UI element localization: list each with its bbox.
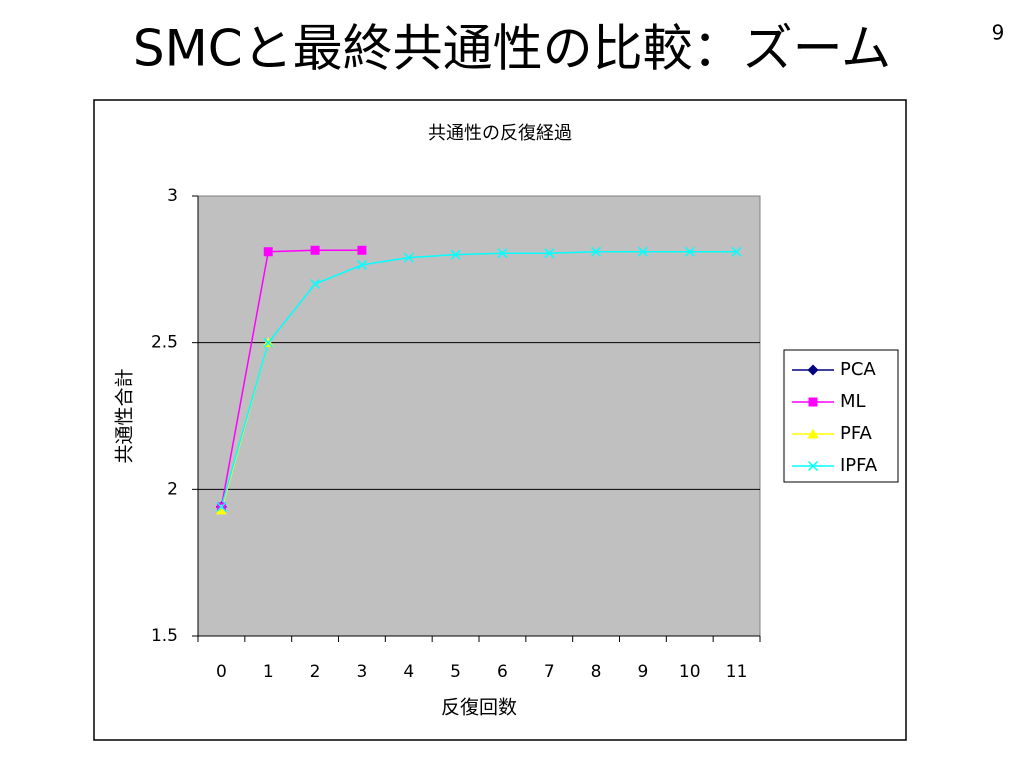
x-tick-label: 7 — [544, 662, 555, 682]
marker — [637, 246, 648, 257]
marker — [808, 397, 818, 407]
y-tick-label: 3 — [167, 186, 178, 206]
marker — [263, 337, 274, 348]
series-line — [220, 249, 362, 508]
marker — [216, 501, 227, 512]
marker — [357, 245, 367, 255]
x-tick-label: 5 — [450, 662, 461, 682]
legend-box — [783, 349, 899, 483]
marker — [215, 504, 227, 515]
legend-label: IPFA — [840, 455, 878, 476]
x-axis-label: 反復回数 — [441, 697, 517, 719]
plot-area — [197, 195, 761, 637]
x-tick-label: 4 — [403, 662, 414, 682]
marker — [310, 245, 320, 255]
slide-title: SMCと最終共通性の比較：ズーム — [133, 20, 891, 78]
legend-label: PFA — [840, 423, 873, 444]
marker — [497, 248, 508, 259]
marker — [403, 252, 414, 263]
x-tick-label: 2 — [310, 662, 321, 682]
marker — [591, 246, 602, 257]
legend-label: PCA — [840, 359, 876, 380]
y-tick-label: 1.5 — [151, 626, 178, 646]
x-tick-label: 11 — [726, 662, 748, 682]
marker — [544, 248, 555, 259]
y-axis-label: 共通性合計 — [114, 368, 136, 463]
x-tick-label: 8 — [591, 662, 602, 682]
x-tick-label: 3 — [357, 662, 368, 682]
x-tick-label: 10 — [679, 662, 701, 682]
marker — [310, 278, 321, 290]
marker — [684, 246, 695, 257]
marker — [263, 247, 273, 257]
x-tick-label: 1 — [263, 662, 274, 682]
series-line — [220, 250, 737, 508]
marker — [731, 246, 742, 257]
marker — [807, 428, 819, 439]
x-tick-label: 0 — [216, 662, 227, 682]
y-tick-label: 2.5 — [151, 333, 178, 353]
page-number: 9 — [992, 21, 1005, 45]
chart-title: 共通性の反復経過 — [428, 123, 572, 144]
x-tick-label: 6 — [497, 662, 508, 682]
marker — [807, 364, 819, 376]
marker — [450, 249, 461, 260]
marker — [807, 460, 819, 472]
x-tick-label: 9 — [638, 662, 649, 682]
marker — [356, 259, 367, 270]
legend-label: ML — [840, 391, 866, 412]
y-tick-label: 2 — [167, 479, 178, 499]
